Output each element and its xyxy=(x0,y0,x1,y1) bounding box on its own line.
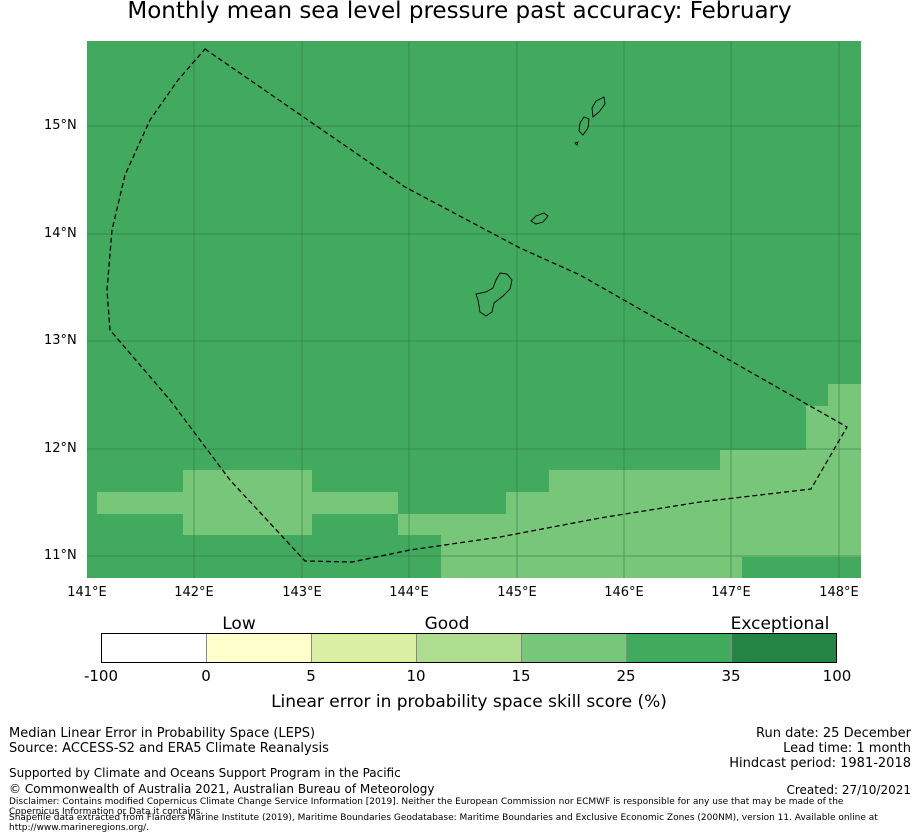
disclaimer: Disclaimer: Contains modified Copernicus… xyxy=(9,797,844,817)
lon-label-143e: 143°E xyxy=(282,585,322,600)
category-label-good: Good xyxy=(424,614,470,634)
map-title: Monthly mean sea level pressure past acc… xyxy=(127,0,792,24)
colorbar-swatch-5 xyxy=(521,633,627,663)
colorbar-tick: 100 xyxy=(822,667,852,685)
lon-label-147e: 147°E xyxy=(711,585,751,600)
graticule xyxy=(87,41,861,578)
shapefile-credit: Shapefile data extracted from Flanders M… xyxy=(9,813,878,833)
colorbar-tick: 15 xyxy=(511,667,531,685)
run-date: Run date: 25 December xyxy=(756,726,911,741)
moderate-region-nw-right xyxy=(828,384,861,406)
colorbar-swatch-4 xyxy=(416,633,522,663)
colorbar-tick: 0 xyxy=(201,667,211,685)
lon-label-144e: 144°E xyxy=(389,585,429,600)
created-date: Created: 27/10/2021 xyxy=(786,783,911,797)
lon-label-146e: 146°E xyxy=(604,585,644,600)
colorbar-swatch-7 xyxy=(731,633,837,663)
support-statement: Supported by Climate and Oceans Support … xyxy=(9,766,401,780)
lon-label-141e: 141°E xyxy=(67,585,107,600)
island-tinian xyxy=(578,116,590,136)
colorbar xyxy=(101,633,837,663)
copyright: © Commonwealth of Australia 2021, Austra… xyxy=(9,782,435,796)
leps-description: Median Linear Error in Probability Space… xyxy=(9,726,316,741)
colorbar-tick: -100 xyxy=(83,667,119,685)
colorbar-tick: 5 xyxy=(306,667,316,685)
hindcast-period: Hindcast period: 1981-2018 xyxy=(729,756,911,771)
lat-label-13n: 13°N xyxy=(44,333,77,348)
category-label-exceptional: Exceptional xyxy=(730,614,830,634)
island-guam xyxy=(475,272,513,317)
category-label-low: Low xyxy=(222,614,256,634)
colorbar-label: Linear error in probability space skill … xyxy=(271,692,667,712)
lon-label-142e: 142°E xyxy=(174,585,214,600)
lead-time: Lead time: 1 month xyxy=(783,741,911,756)
island-rota xyxy=(530,212,549,225)
lon-label-145e: 145°E xyxy=(497,585,537,600)
lat-label-12n: 12°N xyxy=(44,441,77,456)
lat-label-15n: 15°N xyxy=(44,118,77,133)
islands xyxy=(475,96,606,317)
colorbar-swatch-3 xyxy=(311,633,417,663)
lat-label-14n: 14°N xyxy=(44,226,77,241)
eez-boundary xyxy=(106,48,848,563)
island-aguijan xyxy=(574,141,579,146)
skill-map xyxy=(87,41,861,578)
colorbar-tick: 35 xyxy=(721,667,741,685)
colorbar-swatch-6 xyxy=(626,633,732,663)
colorbar-tick: 25 xyxy=(616,667,636,685)
lon-label-148e: 148°E xyxy=(819,585,859,600)
colorbar-tick: 10 xyxy=(406,667,426,685)
lat-label-11n: 11°N xyxy=(44,548,77,563)
colorbar-swatch-2 xyxy=(206,633,312,663)
data-source: Source: ACCESS-S2 and ERA5 Climate Reana… xyxy=(9,741,329,756)
colorbar-outline xyxy=(101,633,837,663)
island-saipan xyxy=(591,96,606,118)
skill-field-moderate xyxy=(97,384,861,578)
colorbar-swatch-1 xyxy=(101,633,207,663)
